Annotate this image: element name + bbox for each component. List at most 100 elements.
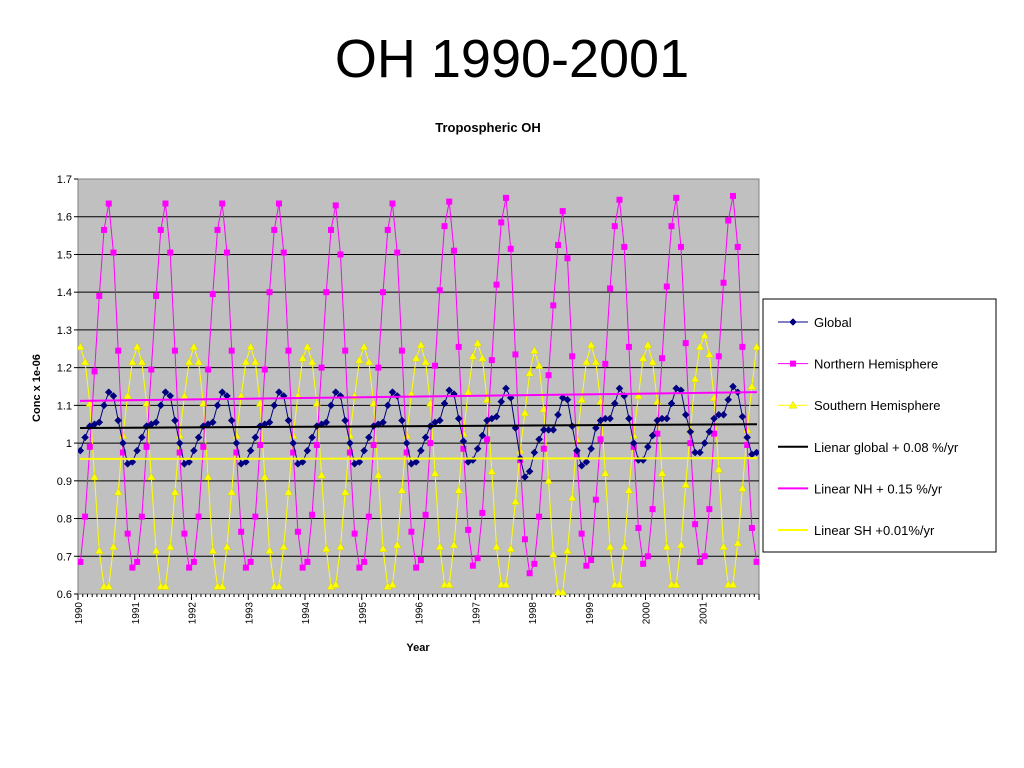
data-point [416,340,426,349]
data-point [468,351,478,360]
series-global [78,382,759,481]
data-point [444,580,454,588]
data-point [167,249,174,256]
legend-label: Lienar global + 0.08 %/yr [814,440,959,455]
data-point [704,350,714,358]
data-point [421,357,430,366]
data-point [705,427,714,436]
data-point [85,399,95,407]
data-point [563,546,572,554]
data-point [530,346,539,354]
data-point [588,557,595,564]
data-point [162,200,169,207]
x-tick-label: 2001 [698,602,709,625]
data-point [260,472,270,481]
data-point [417,446,425,455]
data-point [591,357,601,366]
data-point [184,357,194,366]
data-point [492,412,501,421]
data-point [185,458,193,466]
data-point [152,418,160,427]
data-point [681,410,690,419]
legend: Global Northern Hemisphere Southern Hemisp… [762,298,997,553]
data-point [512,351,519,358]
data-point [474,555,481,562]
data-point [715,353,722,360]
data-point [270,401,279,410]
data-point [303,446,312,455]
data-point [544,476,553,485]
data-point [360,446,368,455]
data-point [459,437,468,446]
data-point [696,558,703,565]
data-point [227,487,237,496]
data-point [465,526,472,533]
data-point [134,558,141,565]
data-point [488,357,495,364]
x-tick-label: 1991 [131,602,142,625]
data-point [648,357,657,366]
data-point [303,342,312,351]
data-point [615,384,624,393]
data-point [605,542,615,551]
data-point [337,251,344,258]
data-point [389,200,396,207]
data-point [577,461,586,470]
data-point [280,249,287,256]
data-point [284,416,293,425]
data-point [635,524,642,531]
data-point [96,292,103,299]
data-point [739,343,746,350]
data-point [284,487,293,496]
data-point [700,439,709,447]
data-point [687,440,694,447]
data-point [446,198,453,205]
data-point [397,485,407,494]
data-point [383,401,392,410]
data-point [469,562,476,569]
data-point [671,580,681,588]
data-point [274,582,284,590]
data-point [714,465,724,473]
data-point [734,243,741,250]
data-point [359,342,369,351]
data-point [573,446,581,455]
data-point [275,388,283,397]
data-point [549,426,558,434]
data-point [313,441,320,448]
data-point [748,524,755,531]
data-point [634,391,643,400]
y-tick-label: 1.2 [57,363,72,375]
data-point [548,549,558,558]
data-point [228,347,235,354]
data-point [133,446,141,455]
data-point [95,418,104,427]
data-point [649,506,656,513]
y-tick-label: 0.7 [57,551,72,563]
data-point [668,223,675,230]
data-point [153,292,160,299]
data-point [373,470,383,479]
data-point [181,530,188,537]
data-point [209,291,216,298]
x-tick-label: 1994 [301,602,312,625]
data-point [654,430,661,437]
data-point [213,401,222,410]
x-tick-label: 1993 [244,602,255,625]
legend-label: Linear NH + 0.15 %/yr [814,481,943,496]
data-point [132,342,142,351]
data-point [203,472,213,481]
data-point [525,467,534,476]
data-point [550,302,557,309]
data-point [233,449,240,456]
data-point [355,355,364,364]
data-point [290,449,297,456]
x-tick-label: 1995 [358,602,369,625]
data-point [578,530,585,537]
data-point [711,430,718,437]
data-point [146,472,156,481]
y-axis-title: Conc x 1e-06 [31,354,43,422]
data-point [342,347,349,354]
data-point [78,446,85,455]
trend-line [79,391,758,402]
